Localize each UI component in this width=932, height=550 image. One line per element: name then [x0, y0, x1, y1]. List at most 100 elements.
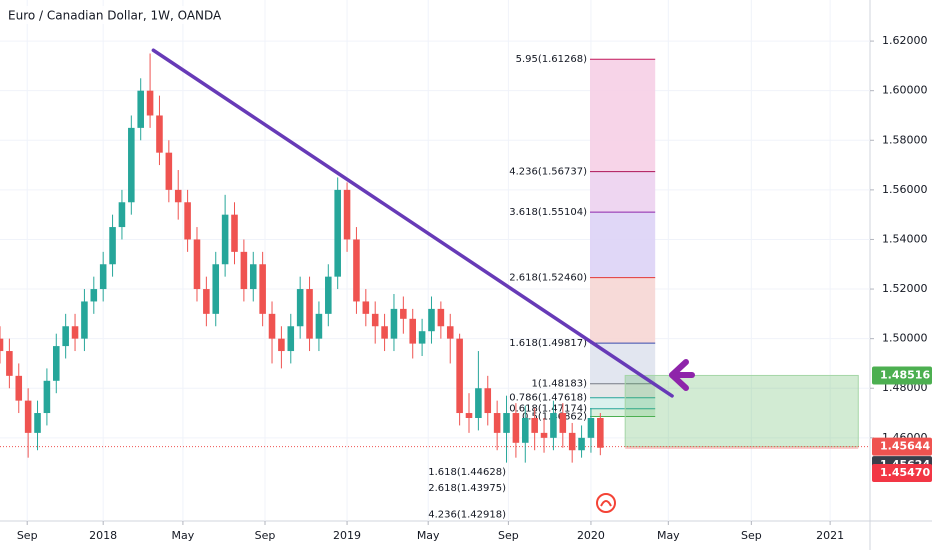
candle-body	[550, 413, 557, 438]
candle-body	[287, 326, 295, 352]
candle-body	[43, 380, 51, 414]
y-tick-label: 1.48000	[882, 381, 928, 394]
candle-body	[371, 313, 379, 327]
fib-label: 1(1.48183)	[531, 379, 587, 390]
candle-body	[62, 326, 69, 347]
candle-body	[578, 437, 585, 451]
fib-band	[590, 408, 656, 417]
candle-body	[212, 264, 220, 314]
fib-band	[590, 383, 656, 398]
fib-label: 0.786(1.47618)	[509, 393, 587, 404]
candle-body	[531, 417, 538, 433]
candle-body	[597, 417, 604, 448]
fib-label: 0.618(1.47174)	[509, 404, 587, 415]
y-tick-label: 1.62000	[882, 34, 928, 47]
fib-label: 5.95(1.61268)	[516, 54, 588, 65]
candle-body	[484, 388, 492, 414]
position-target	[624, 374, 859, 448]
candle-body	[390, 308, 398, 339]
candle-body	[99, 264, 107, 290]
candle-body	[503, 413, 510, 433]
price-label-box	[872, 437, 932, 456]
chart-title: Euro / Canadian Dollar, 1W, OANDA	[8, 9, 222, 23]
fib-label: 1.618(1.49817)	[509, 338, 587, 349]
candle-body	[137, 90, 144, 128]
x-tick-label: Sep	[255, 529, 276, 542]
fib-band	[590, 397, 656, 409]
y-tick-label: 1.56000	[882, 183, 928, 196]
candle-body	[268, 313, 276, 339]
y-tick-label: 1.58000	[882, 133, 928, 146]
x-tick-label: Sep	[741, 529, 762, 542]
candle-body	[71, 326, 79, 339]
candle-body	[6, 351, 13, 376]
price-label-box	[872, 463, 932, 482]
fib-label: 4.236(1.56737)	[509, 167, 587, 178]
x-tick-label: 2020	[577, 529, 605, 542]
candle-body	[306, 289, 313, 339]
candle-body	[475, 388, 482, 418]
candle-body	[400, 308, 407, 319]
x-tick-label: May	[657, 529, 680, 542]
fib-band	[590, 212, 656, 278]
candle-body	[146, 90, 154, 116]
x-tick-label: 2019	[333, 529, 361, 542]
candle-body	[437, 308, 445, 327]
candle-body	[362, 301, 370, 314]
position-stop	[625, 446, 859, 449]
candle-body	[446, 326, 454, 339]
candle-body	[568, 432, 576, 451]
candle-body	[81, 301, 88, 339]
candle-body	[493, 413, 501, 433]
candle-body	[165, 152, 173, 190]
fib-label: 2.618(1.43975)	[428, 483, 506, 494]
price-label: 1.48516	[880, 368, 930, 381]
price-label: 1.45470	[880, 466, 930, 479]
candle-body	[334, 189, 341, 277]
candle-body	[343, 189, 351, 240]
y-tick-label: 1.60000	[882, 84, 928, 97]
candle-body	[315, 313, 323, 339]
y-tick-label: 1.54000	[882, 232, 928, 245]
candle-body	[90, 289, 98, 302]
trend-line	[151, 48, 674, 398]
x-tick-label: May	[417, 529, 440, 542]
candle-body	[540, 432, 548, 438]
title-bg	[4, 6, 200, 24]
fib-label: 3.618(1.55104)	[509, 207, 587, 218]
price-label: 1.45644	[880, 440, 930, 453]
candle-body	[34, 413, 41, 433]
candle-body	[240, 251, 248, 290]
candle-body	[409, 318, 417, 344]
fib-band	[590, 59, 656, 172]
candle-body	[278, 338, 285, 352]
candle-body	[522, 417, 529, 443]
candle-body	[418, 331, 426, 344]
y-tick-label: 1.52000	[882, 282, 928, 295]
candle-body	[231, 214, 238, 252]
candle-body	[128, 127, 135, 203]
fib-label: 4.236(1.42918)	[428, 509, 506, 520]
candle-body	[203, 289, 210, 314]
candle-body	[118, 202, 126, 228]
candle-body	[184, 202, 191, 240]
candle-body	[52, 346, 60, 381]
candle-body	[174, 189, 182, 203]
candle-body	[296, 289, 304, 327]
candle-body	[428, 308, 435, 332]
candle-body	[249, 264, 257, 290]
x-tick-label: Sep	[17, 529, 38, 542]
candle-body	[587, 417, 595, 438]
candle-body	[381, 326, 388, 339]
price-label-box	[872, 366, 932, 385]
x-tick-label: 2021	[816, 529, 844, 542]
fib-band	[590, 171, 656, 213]
candle-body	[15, 375, 23, 401]
fib-label: 2.618(1.52460)	[509, 273, 587, 284]
candle-body	[325, 276, 332, 314]
candle-body	[559, 413, 567, 433]
candle-body	[456, 338, 463, 414]
x-tick-label: 2018	[89, 529, 117, 542]
